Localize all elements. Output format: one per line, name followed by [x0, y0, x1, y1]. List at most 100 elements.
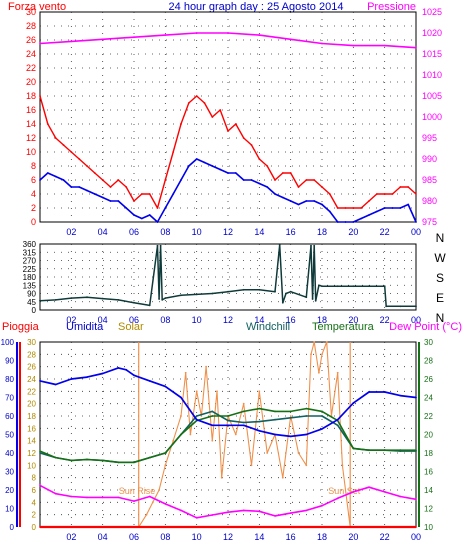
y-tick-label-rain: 8 [32, 474, 37, 483]
y-tick-label-pressure: 980 [422, 196, 437, 206]
dewpoint-line-point [164, 503, 167, 505]
wind-direction-line-point [274, 290, 276, 293]
wind-speed-label: Forza vento [8, 1, 66, 13]
pressure-line-point [133, 36, 135, 39]
wind-direction-line-point [321, 285, 323, 288]
wind-average-line-point [211, 165, 214, 167]
wind-gust-line-point [352, 207, 355, 209]
solar-line-point [220, 476, 223, 479]
wind-direction-line-point [311, 298, 314, 300]
solar-line-point [164, 464, 167, 467]
humidity-line-point [383, 391, 386, 393]
dewpoint-line-point [289, 512, 292, 514]
rain-label: Pioggia [2, 321, 40, 333]
wind-direction-line-point [117, 299, 120, 301]
wind-average-line-point [344, 221, 347, 223]
wind-average-line-point [336, 221, 339, 223]
humidity-line-point [195, 418, 198, 421]
temperature-line-point [101, 459, 104, 462]
temperature-line-point [86, 458, 88, 461]
wind-gust-line-point [93, 172, 96, 174]
wind-gust-line-point [39, 95, 41, 97]
wind-gust-line-point [62, 144, 65, 146]
wind-direction-line-point [352, 285, 355, 288]
wind-average-line-point [415, 221, 417, 223]
y-tick-label-rain: 22 [27, 387, 36, 396]
wind-direction-line-point [318, 284, 320, 287]
pressure-line-point [70, 40, 73, 43]
solar-line-point [172, 439, 175, 442]
windchill-line-point [195, 415, 198, 417]
humidity-line-point [399, 394, 402, 397]
wind-average-line-point [360, 217, 363, 220]
wind-direction-line-point [310, 244, 312, 247]
wind-average-line-point [274, 193, 276, 195]
rain-line-point [415, 526, 417, 528]
wind-average-line-point [62, 179, 65, 181]
y-tick-label-direction: 90 [27, 290, 36, 299]
wind-direction-line-point [281, 301, 284, 304]
wind-direction-line-point [148, 304, 151, 307]
y-tick-label-temperature: 28 [424, 357, 433, 366]
wind-gust-line-point [117, 179, 120, 181]
dewpoint-line-point [117, 496, 120, 499]
temperature-label: Temperatura [312, 321, 375, 333]
wind-gust-line-point [266, 165, 269, 167]
dewpoint-line-point [39, 484, 41, 487]
humidity-line-point [39, 380, 41, 382]
wind-pressure-panel: 0246810121416182022242628309759809859909… [26, 7, 442, 237]
solar-line-point [341, 464, 344, 467]
wind-average-line-point [93, 193, 96, 195]
wind-direction-line-point [227, 290, 229, 293]
x-tick-label: 22 [380, 532, 390, 542]
x-tick-label: 10 [192, 315, 202, 325]
y-tick-label-humidity: 90 [5, 357, 14, 366]
wind-direction-line-point [156, 244, 159, 247]
y-tick-label-temperature: 16 [424, 468, 433, 477]
wind-average-line-point [281, 196, 284, 199]
x-tick-label: 00 [411, 532, 421, 542]
temperature-line-point [368, 449, 370, 452]
temperature-line-point [242, 410, 245, 413]
temperature-line-point [227, 415, 229, 417]
wind-direction-line-point [289, 290, 292, 293]
solar-line-point [297, 452, 300, 454]
wind-direction-line-point [70, 297, 73, 299]
y-tick-label-direction: 315 [23, 248, 37, 257]
humidity-line [39, 367, 417, 438]
y-tick-label-rain: 6 [32, 486, 37, 495]
wind-direction-line-point [278, 244, 281, 246]
wind-average-line-point [227, 172, 229, 174]
dewpoint-line-point [258, 510, 261, 513]
wind-direction-line-point [242, 288, 245, 291]
y-tick-label-temperature: 30 [424, 338, 433, 347]
wind-average-line-point [148, 214, 151, 216]
wind-average-line-point [234, 172, 237, 174]
wind-gust-line-point [148, 193, 151, 195]
dewpoint-line-point [242, 509, 245, 512]
wind-direction-line-point [285, 292, 287, 295]
temperature-line-point [321, 410, 323, 413]
wind-gust-line-point [415, 193, 417, 195]
wind-gust-line-point [109, 186, 112, 188]
wind-average-line-point [86, 189, 88, 192]
wind-average-line-point [328, 210, 331, 213]
dewpoint-line-point [54, 492, 57, 495]
wind-direction-line-point [383, 285, 386, 288]
temperature-line-point [305, 407, 308, 410]
chart-title: 24 hour graph day : 25 Agosto 2014 [169, 1, 344, 13]
temperature-line-point [180, 433, 182, 436]
wind-average-line-point [164, 207, 167, 209]
wind-direction-line-point [133, 301, 135, 304]
temperature-line-point [133, 461, 135, 464]
y-tick-label-humidity: 50 [5, 431, 14, 440]
dewpoint-line-point [368, 486, 370, 489]
temperature-line-point [415, 449, 417, 452]
y-tick-label-rain: 14 [27, 437, 36, 446]
solar-line-point [205, 365, 208, 368]
solar-line-point [216, 390, 218, 393]
wind-gust-line-point [54, 137, 57, 139]
wind-gust-line-point [101, 179, 104, 181]
y-tick-label-wind: 24 [26, 49, 36, 59]
y-tick-label-rain: 10 [27, 461, 36, 470]
